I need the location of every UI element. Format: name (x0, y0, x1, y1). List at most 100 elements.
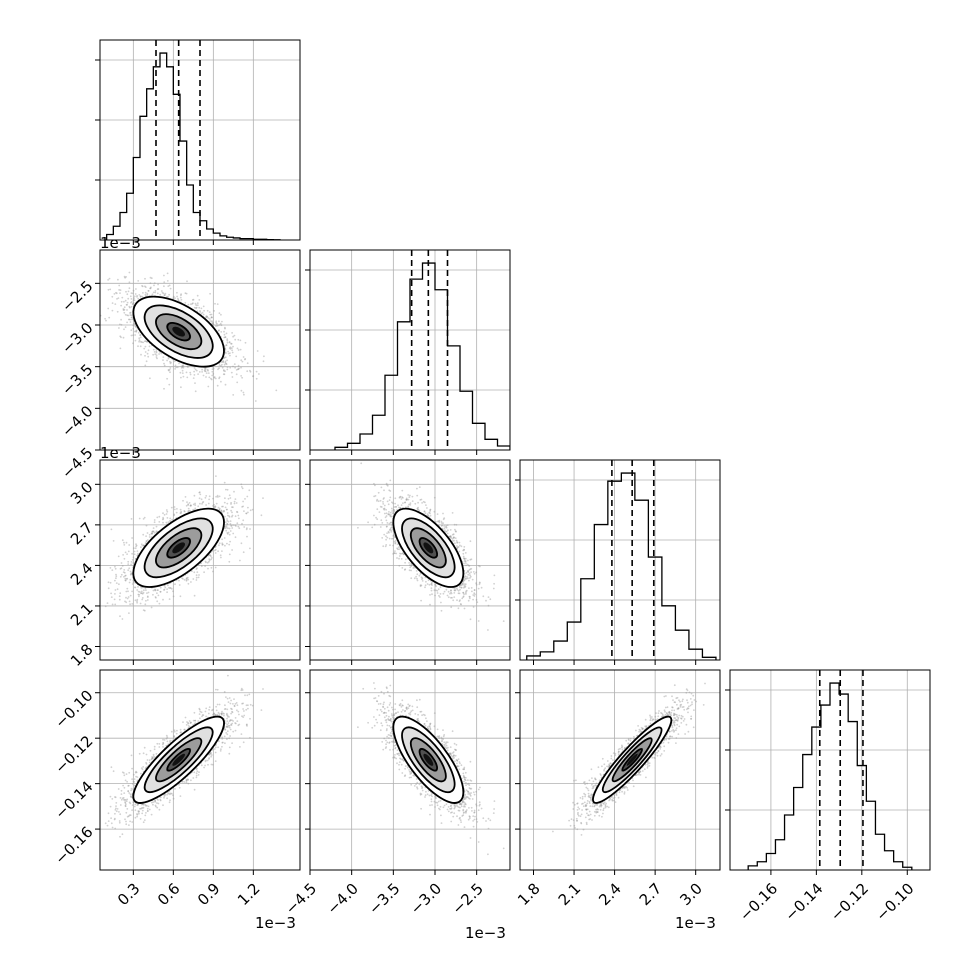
sample-point (238, 527, 241, 530)
sample-point (177, 297, 179, 300)
sample-point (223, 356, 226, 359)
sample-point (193, 494, 196, 497)
sample-point (242, 551, 245, 554)
sample-point (104, 317, 106, 320)
sample-point (241, 360, 244, 363)
sample-point (154, 589, 157, 591)
sample-point (194, 504, 197, 506)
sample-point (130, 561, 133, 563)
sample-point (211, 368, 214, 371)
sample-point (134, 599, 137, 602)
sample-point (133, 550, 136, 553)
sample-point (138, 339, 141, 342)
sample-point (246, 527, 248, 529)
sample-point (239, 339, 242, 342)
sample-point (210, 316, 213, 319)
sample-point (137, 345, 139, 348)
sample-point (126, 293, 129, 296)
sample-point (121, 565, 124, 567)
sample-point (136, 601, 139, 604)
sample-point (138, 593, 141, 596)
sample-point (130, 573, 132, 575)
sample-point (124, 577, 127, 580)
sample-point (124, 579, 127, 582)
sample-point (211, 320, 213, 322)
sample-point (231, 349, 234, 352)
sample-point (141, 285, 144, 288)
sample-point (223, 330, 225, 333)
sample-point (152, 291, 155, 294)
y-tick-label: −3.5 (58, 360, 96, 398)
sample-point (170, 587, 173, 590)
sample-point (167, 369, 170, 372)
sample-point (137, 280, 140, 282)
sample-point (128, 271, 131, 274)
sample-point (137, 552, 139, 555)
panel-2-0: 1.82.12.42.73.01e−3 (67, 444, 301, 670)
sample-point (152, 593, 154, 596)
sample-point (193, 370, 196, 373)
sample-point (169, 360, 171, 363)
sample-point (176, 291, 178, 294)
sample-point (186, 365, 189, 368)
sample-point (171, 518, 174, 521)
sample-point (130, 298, 133, 300)
y-tick-label: −3.0 (58, 319, 96, 357)
sample-point (139, 334, 142, 336)
sample-point (246, 495, 249, 498)
sample-point (163, 588, 166, 591)
sample-point (256, 350, 259, 352)
sample-point (222, 360, 225, 362)
sample-point (231, 506, 233, 508)
sample-point (225, 362, 228, 365)
sample-point (140, 592, 142, 595)
sample-point (138, 595, 140, 598)
sample-point (130, 301, 133, 303)
sample-point (183, 510, 186, 513)
sample-point (134, 586, 137, 589)
sample-point (132, 581, 135, 584)
sample-point (156, 589, 159, 591)
sample-point (144, 345, 147, 348)
sample-point (218, 324, 221, 326)
sample-point (255, 377, 258, 380)
panel-1-1 (305, 249, 511, 455)
sample-point (241, 376, 244, 379)
sample-point (140, 592, 143, 594)
sample-point (202, 374, 205, 377)
sample-point (237, 368, 239, 371)
sample-point (231, 511, 233, 514)
sample-point (216, 325, 218, 327)
sample-point (204, 496, 207, 499)
sample-point (208, 560, 210, 563)
sample-point (236, 381, 239, 384)
sample-point (193, 594, 196, 597)
sample-point (144, 351, 147, 353)
sample-point (227, 531, 230, 534)
sample-point (212, 324, 215, 326)
sample-point (220, 361, 223, 363)
sample-point (201, 503, 203, 505)
sample-point (225, 332, 228, 335)
sample-point (162, 356, 165, 358)
sample-point (262, 360, 265, 363)
sample-point (189, 371, 192, 374)
sample-point (242, 505, 245, 508)
sample-point (204, 370, 207, 373)
sample-point (231, 376, 234, 378)
sample-point (132, 292, 134, 295)
sample-point (129, 570, 132, 573)
sample-point (169, 367, 172, 369)
sample-point (127, 569, 130, 572)
sample-point (226, 341, 229, 344)
sample-point (118, 284, 121, 287)
sample-point (155, 356, 158, 358)
sample-point (159, 590, 162, 593)
histogram-0 (106, 52, 281, 240)
sample-point (155, 354, 158, 356)
sample-point (107, 279, 109, 281)
sample-point (136, 600, 138, 603)
sample-point (198, 306, 201, 309)
sample-point (177, 299, 180, 302)
sample-point (191, 303, 194, 305)
